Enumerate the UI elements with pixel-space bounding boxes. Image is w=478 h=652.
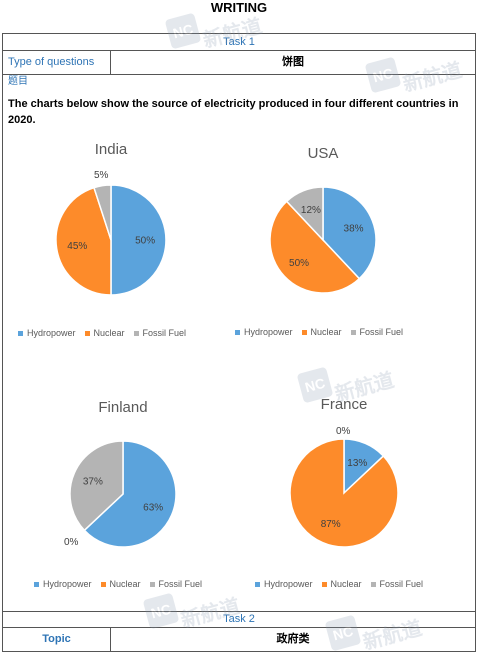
finland-nuclear-label: 0%: [64, 537, 79, 548]
legend-item-fossil-fuel: Fossil Fuel: [149, 579, 202, 589]
india-slice-nuclear: [55, 186, 112, 296]
usa-label-hydropower: 38%: [344, 223, 364, 234]
legend-france: Hydropower Nuclear Fossil Fuel: [255, 579, 432, 589]
france-fossil-label: 0%: [336, 426, 351, 437]
legend-swatch-fossil-fuel: [133, 330, 139, 336]
legend-item-hydropower: Hydropower: [255, 579, 313, 589]
india-slice-fossil-fuel: [93, 184, 112, 241]
legend-item-hydropower: Hydropower: [18, 328, 76, 338]
task1-body: [2, 74, 476, 611]
topic-value: 政府类: [276, 633, 310, 645]
legend-india: Hydropower Nuclear Fossil Fuel: [18, 328, 195, 338]
legend-usa: Hydropower Nuclear Fossil Fuel: [235, 327, 412, 337]
chart-title-usa: USA: [307, 145, 339, 162]
legend-swatch-fossil-fuel: [350, 329, 356, 335]
legend-item-fossil-fuel: Fossil Fuel: [370, 579, 423, 589]
legend-item-hydropower: Hydropower: [235, 327, 293, 337]
chart-title-india: India: [94, 141, 128, 158]
finland-slice-fossil-fuel: [69, 440, 124, 532]
legend-swatch-nuclear: [84, 330, 90, 336]
subject-label: 题目: [8, 76, 28, 87]
question-type-label: Type of questions: [3, 51, 111, 74]
usa-slice-nuclear: [269, 200, 361, 294]
legend-swatch-fossil-fuel: [149, 581, 155, 587]
finland-slice-hydropower: [83, 440, 177, 548]
question-type-row: Type of questions 饼图: [2, 50, 476, 74]
legend-swatch-nuclear: [301, 329, 307, 335]
legend-swatch-hydropower: [235, 329, 240, 335]
usa-slice-hydropower: [322, 186, 377, 280]
topic-label: Topic: [3, 628, 111, 651]
chart-title-france: France: [320, 396, 368, 413]
legend-item-nuclear: Nuclear: [321, 579, 362, 589]
legend-item-fossil-fuel: Fossil Fuel: [350, 327, 403, 337]
task-prompt: The charts below show the source of elec…: [8, 98, 459, 126]
france-label-nuclear: 87%: [321, 519, 341, 530]
legend-swatch-nuclear: [100, 581, 106, 587]
topic-row: Topic 政府类: [2, 628, 476, 652]
task2-header: Task 2: [2, 611, 476, 628]
legend-swatch-hydropower: [18, 330, 23, 336]
finland-label-hydropower: 63%: [143, 503, 163, 514]
legend-swatch-hydropower: [34, 581, 39, 587]
usa-slice-fossil-fuel: [285, 186, 324, 242]
task1-header: Task 1: [2, 33, 476, 50]
chart-title-finland: Finland: [98, 399, 148, 416]
legend-item-nuclear: Nuclear: [84, 328, 125, 338]
legend-swatch-nuclear: [321, 581, 327, 587]
india-label-hydropower: 50%: [135, 236, 155, 247]
usa-label-nuclear: 50%: [289, 258, 309, 269]
legend-item-nuclear: Nuclear: [100, 579, 141, 589]
finland-label-fossil-fuel: 37%: [83, 476, 103, 487]
india-fossil-label: 5%: [94, 170, 109, 181]
legend-finland: Hydropower Nuclear Fossil Fuel: [34, 579, 211, 589]
india-label-nuclear: 45%: [67, 241, 87, 252]
page-title: WRITING: [210, 0, 268, 15]
question-type-value: 饼图: [282, 56, 304, 68]
legend-item-fossil-fuel: Fossil Fuel: [133, 328, 186, 338]
legend-item-hydropower: Hydropower: [34, 579, 92, 589]
france-label-hydropower: 13%: [347, 458, 367, 469]
india-slice-hydropower: [110, 184, 167, 296]
legend-swatch-fossil-fuel: [370, 581, 376, 587]
legend-swatch-hydropower: [255, 581, 260, 587]
usa-label-fossil-fuel: 12%: [301, 205, 321, 216]
legend-item-nuclear: Nuclear: [301, 327, 342, 337]
france-slice-nuclear: [289, 438, 399, 548]
